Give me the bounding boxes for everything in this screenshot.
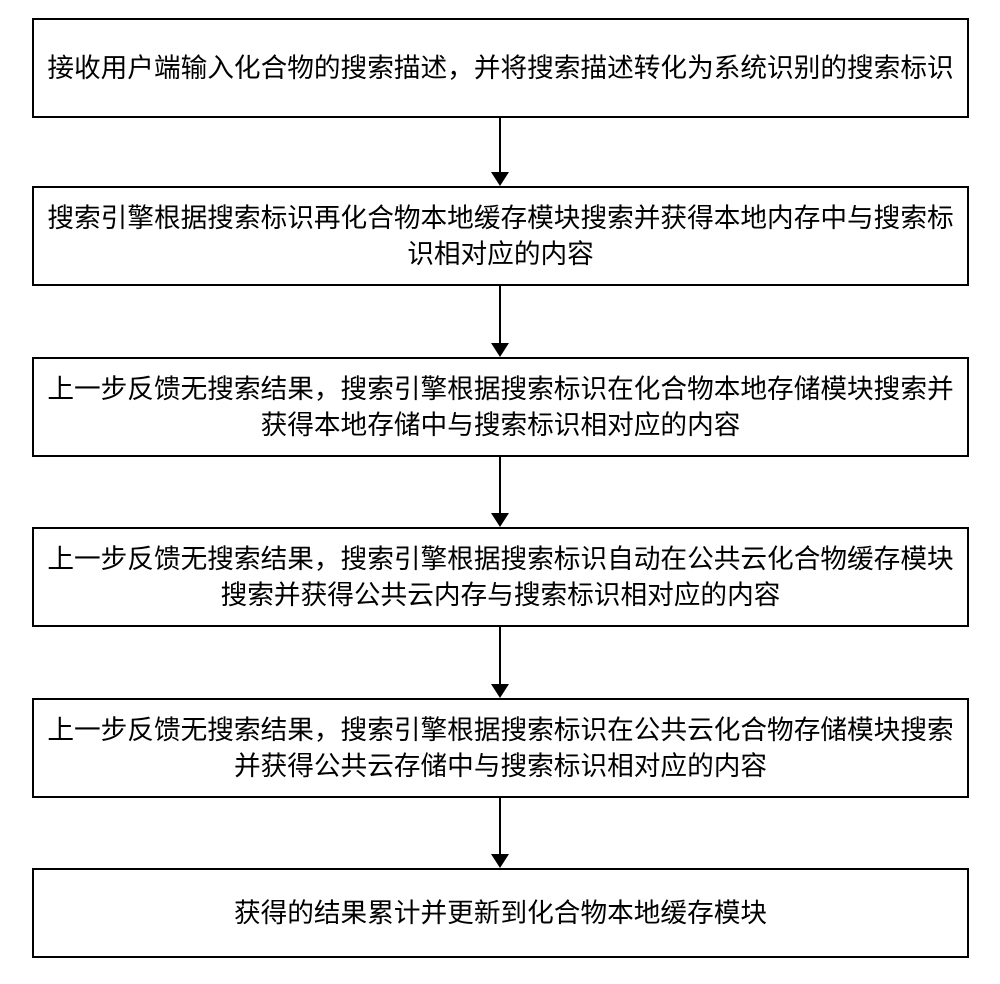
flow-connector-2-3 xyxy=(491,286,509,357)
flow-connector-5-6 xyxy=(491,798,509,868)
flow-step-1-text: 接收用户端输入化合物的搜索描述，并将搜索描述转化为系统识别的搜索标识 xyxy=(34,50,967,86)
flow-step-6: 获得的结果累计并更新到化合物本地缓存模块 xyxy=(32,868,969,958)
flow-connector-4-5 xyxy=(491,627,509,698)
flow-connector-3-4 xyxy=(491,457,509,527)
flow-connector-1-2 xyxy=(491,118,509,186)
flow-step-1: 接收用户端输入化合物的搜索描述，并将搜索描述转化为系统识别的搜索标识 xyxy=(32,18,969,118)
flow-step-6-text: 获得的结果累计并更新到化合物本地缓存模块 xyxy=(34,895,967,931)
flow-step-2: 搜索引擎根据搜索标识再化合物本地缓存模块搜索并获得本地内存中与搜索标识相对应的内… xyxy=(32,186,969,286)
flow-step-5-text: 上一步反馈无搜索结果，搜索引擎根据搜索标识在公共云化合物存储模块搜索并获得公共云… xyxy=(34,712,967,784)
flowchart-container: 接收用户端输入化合物的搜索描述，并将搜索描述转化为系统识别的搜索标识 搜索引擎根… xyxy=(0,0,1000,984)
flow-step-4: 上一步反馈无搜索结果，搜索引擎根据搜索标识自动在公共云化合物缓存模块搜索并获得公… xyxy=(32,527,969,627)
flow-step-4-text: 上一步反馈无搜索结果，搜索引擎根据搜索标识自动在公共云化合物缓存模块搜索并获得公… xyxy=(34,541,967,613)
flow-step-2-text: 搜索引擎根据搜索标识再化合物本地缓存模块搜索并获得本地内存中与搜索标识相对应的内… xyxy=(34,200,967,272)
flow-step-3-text: 上一步反馈无搜索结果，搜索引擎根据搜索标识在化合物本地存储模块搜索并获得本地存储… xyxy=(34,371,967,443)
flow-step-5: 上一步反馈无搜索结果，搜索引擎根据搜索标识在公共云化合物存储模块搜索并获得公共云… xyxy=(32,698,969,798)
flow-step-3: 上一步反馈无搜索结果，搜索引擎根据搜索标识在化合物本地存储模块搜索并获得本地存储… xyxy=(32,357,969,457)
